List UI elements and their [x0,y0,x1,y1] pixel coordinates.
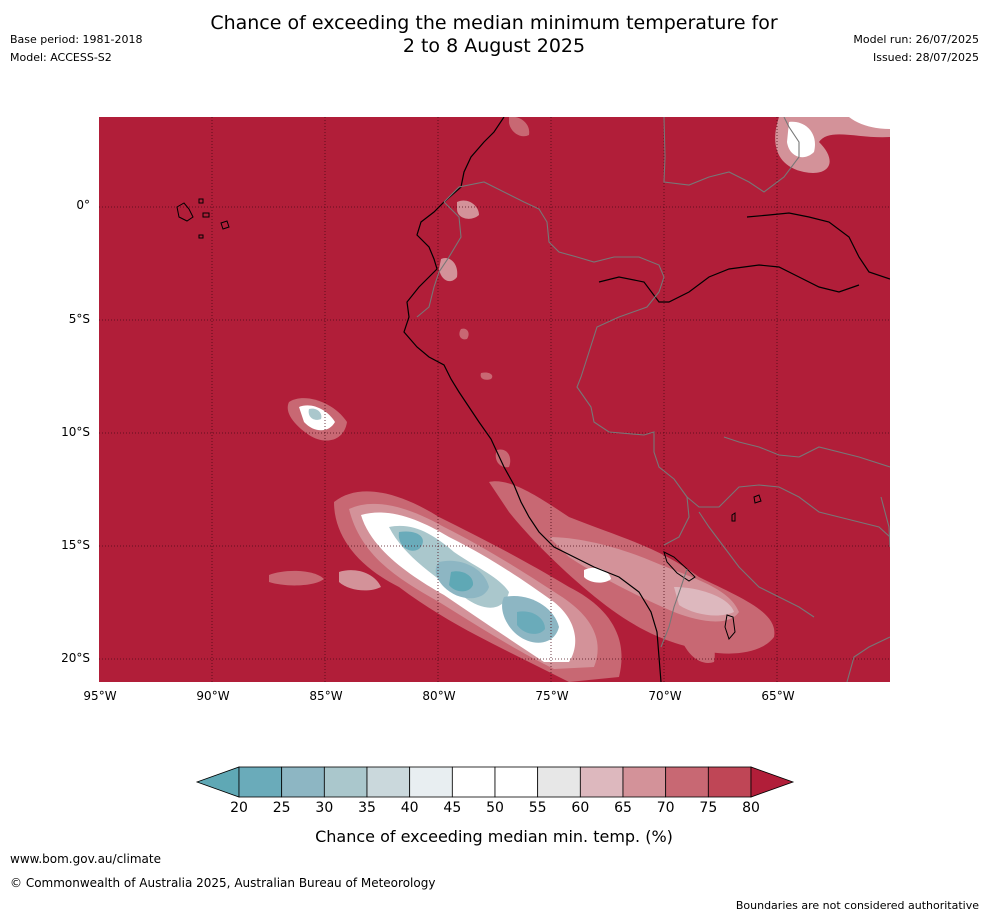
colorbar-bin [281,766,325,798]
title-line-2: 2 to 8 August 2025 [402,35,586,57]
lat-label-15s: 15°S [61,538,90,552]
colorbar-tick-label: 20 [230,800,248,816]
colorbar-label: Chance of exceeding median min. temp. (%… [315,827,673,846]
issued-text: Issued: 28/07/2025 [872,51,979,64]
map-svg [99,117,890,682]
colorbar-tick-label: 30 [315,800,334,816]
colorbar-tick-label: 40 [400,800,419,816]
model-text: Model: ACCESS-S2 [10,51,112,64]
lon-label-80w: 80°W [422,689,456,703]
colorbar-bin [537,766,581,798]
colorbar-tick-label: 70 [656,800,675,816]
colorbar-tick-label: 60 [571,800,590,816]
lat-label-10s: 10°S [61,425,90,439]
lon-label-85w: 85°W [309,689,343,703]
lon-label-70w: 70°W [648,689,682,703]
colorbar-bin [366,766,411,798]
lon-label-95w: 95°W [83,689,117,703]
lat-label-20s: 20°S [61,651,90,665]
disclaimer-text: Boundaries are not considered authoritat… [735,899,979,912]
colorbar-tick-label: 80 [742,800,760,816]
colorbar-tick-label: 55 [528,800,547,816]
contour-region-south [269,491,622,682]
colorbar-ticks: 20 25 30 35 40 45 50 55 60 65 70 75 80 [0,800,988,820]
colorbar-bin [451,766,496,798]
colorbar-bin [409,766,453,798]
coastline [403,117,662,682]
galapagos-islands [176,198,230,239]
colorbar-tick-label: 65 [614,800,632,816]
contour-region-southeast [489,481,775,663]
lat-label-0: 0° [76,198,90,212]
colorbar-tick-label: 25 [272,800,291,816]
colorbar-tick-label: 50 [486,800,504,816]
colorbar-bin [665,766,709,798]
lon-label-65w: 65°W [761,689,795,703]
copyright-text: © Commonwealth of Australia 2025, Austra… [10,876,436,890]
colorbar [195,766,795,798]
lake-titicaca [663,551,696,582]
colorbar-tick-label: 45 [443,800,462,816]
website-text: www.bom.gov.au/climate [10,852,161,866]
colorbar-bin [579,766,624,798]
river-coast-north [598,212,890,303]
lon-label-90w: 90°W [196,689,230,703]
colorbar-bin [494,766,539,798]
contour-patches [287,117,890,468]
colorbar-bin [238,766,283,798]
colorbar-bin [707,766,752,798]
lat-label-5s: 5°S [68,312,90,326]
colorbar-tick-label: 35 [358,800,376,816]
base-period-text: Base period: 1981-2018 [10,33,143,46]
colorbar-tick-label: 75 [699,800,718,816]
lon-label-75w: 75°W [535,689,569,703]
model-run-text: Model run: 26/07/2025 [853,33,979,46]
graticule [99,117,890,682]
colorbar-bin [323,766,368,798]
small-lakes [724,494,762,640]
political-boundaries [416,117,890,682]
colorbar-arrow-low [195,766,240,798]
chart-title: Chance of exceeding the median minimum t… [0,12,988,58]
colorbar-bin [622,766,667,798]
colorbar-arrow-high [750,766,795,798]
probability-map [99,117,890,682]
title-line-1: Chance of exceeding the median minimum t… [210,12,778,34]
